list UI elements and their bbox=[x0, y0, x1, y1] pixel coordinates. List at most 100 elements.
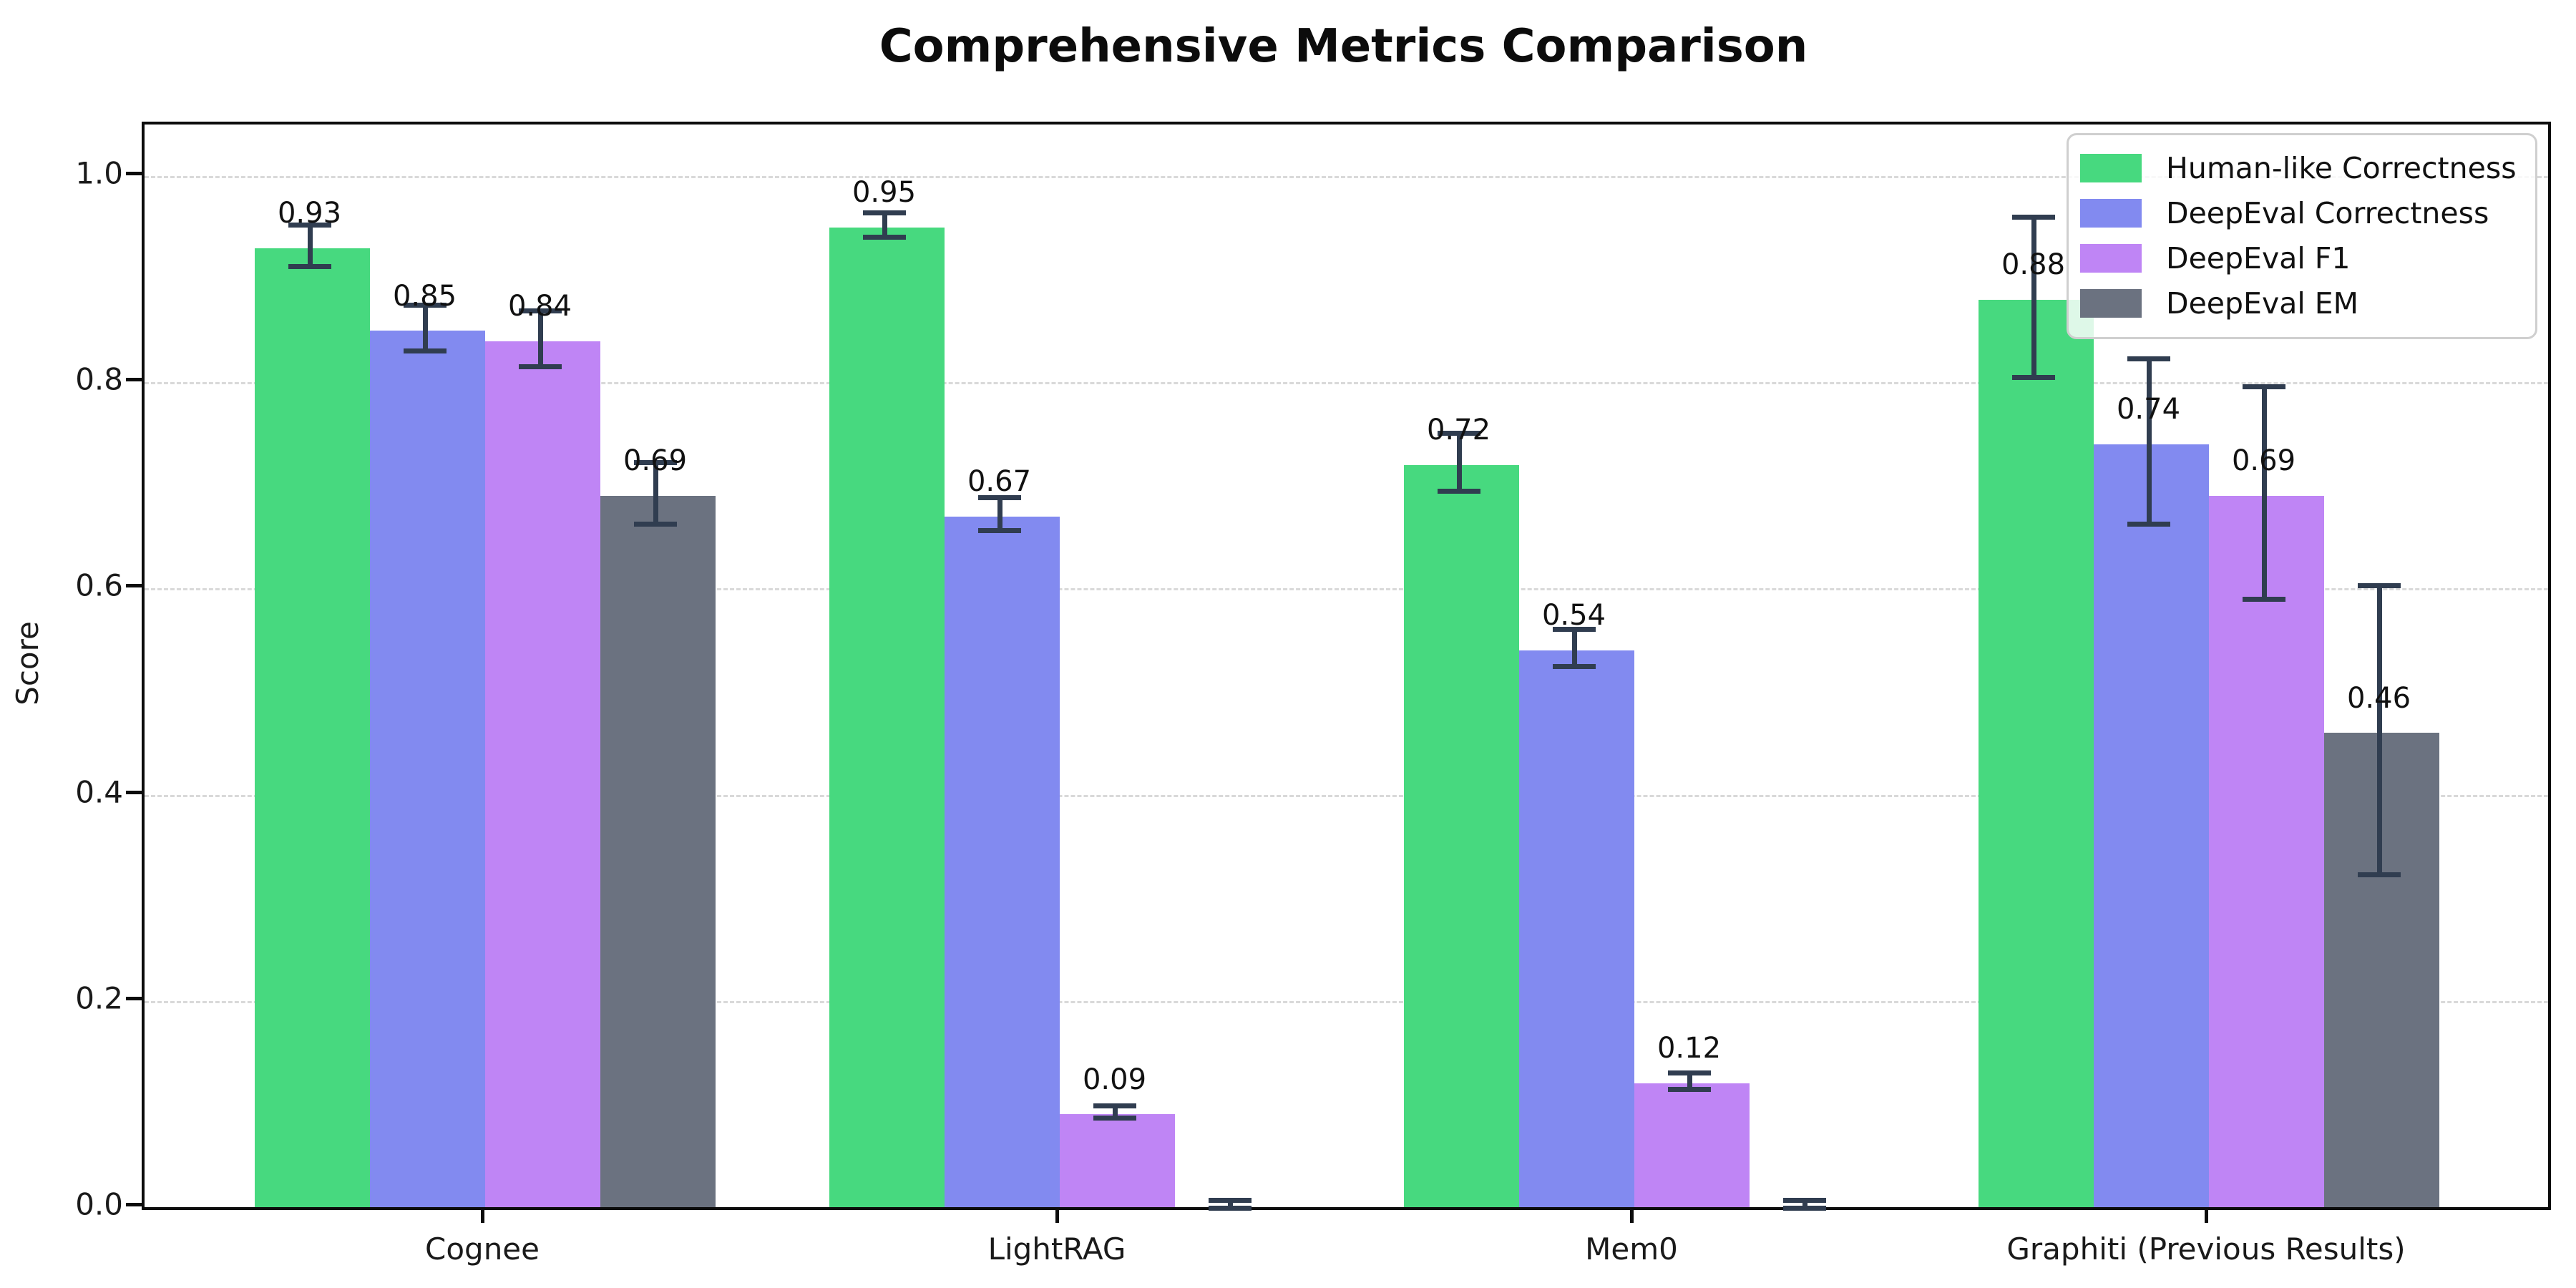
gridline-0.2 bbox=[145, 1000, 2548, 1003]
bar-value-label: 0.74 bbox=[2116, 393, 2181, 426]
y-tick-label: 0.4 bbox=[75, 774, 123, 810]
error-bar-cap-top bbox=[403, 303, 447, 308]
bar-deepeval-em-3 bbox=[2324, 733, 2439, 1207]
error-bar-line bbox=[882, 212, 887, 238]
y-axis-title: Score bbox=[10, 621, 45, 706]
error-bar-cap-bottom bbox=[2357, 872, 2401, 877]
error-bar-line bbox=[653, 462, 658, 524]
error-bar-cap-top bbox=[1552, 626, 1596, 632]
x-tick-mark bbox=[1055, 1207, 1059, 1223]
legend-item-deepeval-em: DeepEval EM bbox=[2080, 280, 2535, 326]
error-bar-cap-bottom bbox=[2011, 375, 2055, 381]
error-bar-cap-top bbox=[2242, 384, 2285, 390]
gridline-0.6 bbox=[145, 588, 2548, 591]
bar-value-label: 0.67 bbox=[967, 464, 1032, 498]
bar-value-label: 0.12 bbox=[1657, 1032, 1722, 1065]
x-tick-mark bbox=[1630, 1207, 1634, 1223]
y-tick-label: 0.2 bbox=[75, 980, 123, 1016]
error-bar-cap-bottom bbox=[1782, 1206, 1826, 1211]
gridline-1 bbox=[145, 176, 2548, 179]
error-bar-line bbox=[1112, 1105, 1118, 1118]
bar-deepeval-correctness-0 bbox=[370, 331, 485, 1207]
bar-value-label: 0.09 bbox=[1082, 1063, 1147, 1096]
error-bar-cap-bottom bbox=[862, 235, 906, 240]
y-tick-label: 0.0 bbox=[75, 1186, 123, 1222]
error-bar-line bbox=[1227, 1200, 1233, 1208]
bar-deepeval-f1-1 bbox=[1060, 1114, 1175, 1207]
error-bar-cap-top bbox=[1437, 431, 1480, 436]
x-tick-label: Graphiti (Previous Results) bbox=[2006, 1231, 2406, 1267]
chart-title: Comprehensive Metrics Comparison bbox=[879, 20, 1808, 73]
error-bar-cap-top bbox=[288, 223, 331, 228]
bar-deepeval-correctness-2 bbox=[1519, 650, 1634, 1207]
legend-label: DeepEval F1 bbox=[2166, 240, 2351, 275]
y-tick-mark bbox=[126, 172, 142, 176]
y-tick-mark bbox=[126, 996, 142, 1000]
legend-label: DeepEval EM bbox=[2166, 286, 2359, 321]
error-bar-cap-bottom bbox=[288, 263, 331, 269]
bar-value-label: 0.84 bbox=[507, 289, 572, 323]
error-bar-cap-bottom bbox=[2242, 597, 2285, 602]
bar-value-label: 0.54 bbox=[1541, 599, 1606, 633]
error-bar-line bbox=[2146, 358, 2152, 524]
legend-item-deepeval-correctness: DeepEval Correctness bbox=[2080, 190, 2535, 235]
legend: Human-like Correctness DeepEval Correctne… bbox=[2067, 133, 2537, 339]
error-bar-line bbox=[307, 225, 313, 266]
error-bar-line bbox=[2376, 585, 2382, 874]
bar-deepeval-correctness-3 bbox=[2094, 444, 2209, 1207]
error-bar-cap-top bbox=[2011, 214, 2055, 220]
error-bar-line bbox=[2261, 386, 2267, 600]
error-bar-cap-top bbox=[2357, 583, 2401, 589]
y-tick-label: 0.6 bbox=[75, 567, 123, 603]
legend-label: Human-like Correctness bbox=[2166, 150, 2517, 185]
error-bar-line bbox=[1802, 1200, 1807, 1208]
y-tick-mark bbox=[126, 378, 142, 382]
error-bar-cap-bottom bbox=[1093, 1115, 1136, 1121]
bar-value-label: 0.46 bbox=[2346, 681, 2411, 715]
x-tick-label: Cognee bbox=[425, 1231, 540, 1267]
bar-deepeval-f1-3 bbox=[2209, 495, 2324, 1207]
bar-human-like-correctness-3 bbox=[1979, 299, 2094, 1207]
bar-value-label: 0.85 bbox=[392, 279, 457, 313]
error-bar-cap-top bbox=[1208, 1198, 1252, 1204]
legend-swatch bbox=[2080, 288, 2142, 318]
error-bar-cap-top bbox=[1093, 1103, 1136, 1108]
legend-swatch bbox=[2080, 243, 2142, 273]
error-bar-line bbox=[1687, 1072, 1692, 1089]
legend-item-human-like-correctness: Human-like Correctness bbox=[2080, 145, 2535, 190]
error-bar-cap-top bbox=[862, 210, 906, 215]
legend-swatch bbox=[2080, 198, 2142, 228]
error-bar-cap-top bbox=[1782, 1198, 1826, 1204]
bar-deepeval-f1-2 bbox=[1634, 1083, 1750, 1207]
bar-human-like-correctness-0 bbox=[255, 248, 370, 1207]
y-tick-mark bbox=[126, 790, 142, 794]
x-tick-mark bbox=[2205, 1207, 2208, 1223]
error-bar-cap-bottom bbox=[2127, 521, 2170, 527]
x-tick-label: Mem0 bbox=[1585, 1231, 1678, 1267]
bar-human-like-correctness-2 bbox=[1404, 464, 1519, 1207]
legend-swatch bbox=[2080, 153, 2142, 182]
bar-value-label: 0.88 bbox=[2001, 248, 2066, 282]
bar-human-like-correctness-1 bbox=[829, 228, 945, 1207]
legend-item-deepeval-f1: DeepEval F1 bbox=[2080, 235, 2535, 280]
error-bar-cap-bottom bbox=[403, 348, 447, 353]
error-bar-cap-top bbox=[2127, 356, 2170, 362]
error-bar-cap-top bbox=[633, 459, 677, 465]
error-bar-cap-top bbox=[977, 494, 1021, 500]
bar-value-label: 0.69 bbox=[623, 444, 688, 478]
error-bar-cap-bottom bbox=[1437, 488, 1480, 494]
x-tick-label: LightRAG bbox=[987, 1231, 1126, 1267]
error-bar-line bbox=[537, 310, 543, 366]
error-bar-line bbox=[1571, 628, 1577, 666]
error-bar-cap-bottom bbox=[1552, 663, 1596, 669]
bar-value-label: 0.95 bbox=[852, 176, 917, 210]
bar-deepeval-correctness-1 bbox=[945, 516, 1060, 1207]
error-bar-line bbox=[997, 497, 1002, 530]
error-bar-cap-bottom bbox=[977, 527, 1021, 533]
gridline-0.4 bbox=[145, 794, 2548, 797]
error-bar-line bbox=[2031, 216, 2036, 378]
bar-deepeval-em-0 bbox=[600, 495, 716, 1207]
error-bar-cap-bottom bbox=[633, 521, 677, 527]
error-bar-cap-bottom bbox=[1208, 1206, 1252, 1211]
